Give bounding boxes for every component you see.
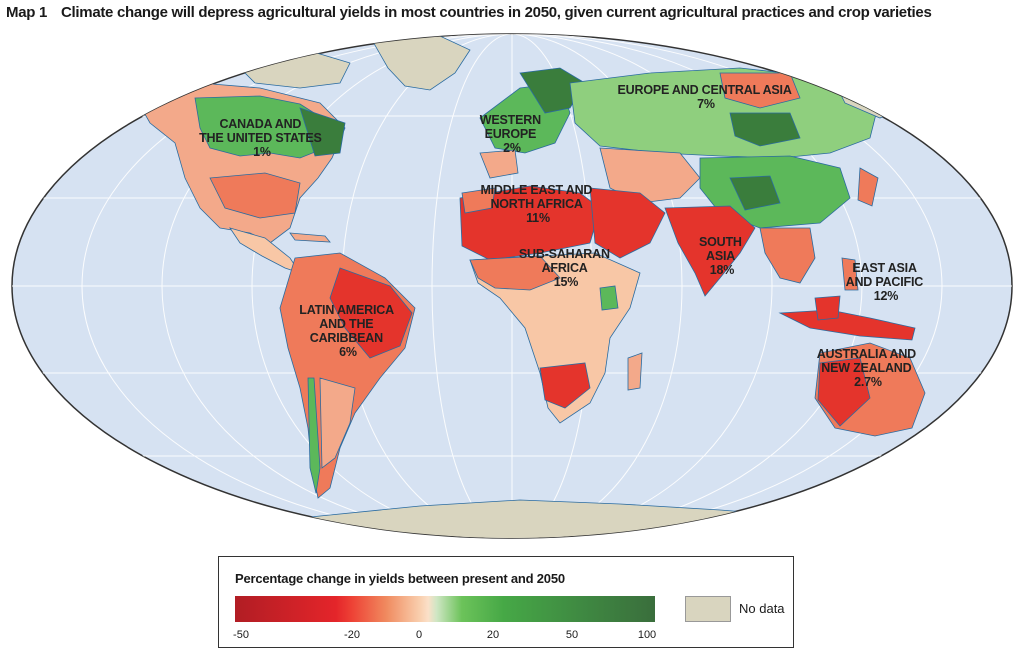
legend-tick-minus-20: -20	[344, 629, 360, 641]
north-africa	[459, 185, 601, 261]
russia-green-dark	[729, 112, 801, 147]
region-labels: CANADA AND THE UNITED STATES 1% WESTERN …	[199, 83, 927, 389]
madagascar	[627, 352, 643, 391]
map-title-text: Climate change will depress agricultural…	[61, 4, 932, 21]
morocco	[461, 187, 496, 214]
world-map: CANADA AND THE UNITED STATES 1% WESTERN …	[11, 33, 1013, 539]
caribbean	[289, 232, 331, 243]
central-asia	[599, 147, 701, 204]
south-asia	[664, 205, 756, 297]
canada-east	[299, 107, 346, 157]
borneo	[814, 295, 841, 321]
russia-red-north	[719, 72, 801, 109]
us-south-red	[209, 172, 301, 219]
no-data-swatch	[685, 596, 731, 622]
region-label-south-asia: SOUTH ASIA 18%	[699, 235, 745, 277]
iberia	[479, 149, 519, 179]
region-label-sub-saharan-africa: SUB-SAHARAN AFRICA 15%	[519, 247, 613, 289]
australia-red	[817, 357, 871, 427]
landmasses	[129, 35, 973, 538]
southeast-asia	[759, 227, 816, 284]
legend-title: Percentage change in yields between pres…	[235, 571, 565, 586]
region-label-east-asia-pacific: EAST ASIA AND PACIFIC 12%	[846, 261, 927, 303]
sub-saharan-africa	[469, 252, 641, 424]
greenland	[371, 35, 471, 91]
legend-tick-0: 0	[415, 629, 423, 641]
legend-color-scale	[235, 596, 655, 622]
japan	[857, 167, 879, 207]
region-label-australia-nz: AUSTRALIA AND NEW ZEALAND 2.7%	[817, 347, 920, 389]
legend: Percentage change in yields between pres…	[218, 556, 794, 648]
region-label-latin-america: LATIN AMERICA AND THE CARIBBEAN 6%	[299, 303, 396, 359]
argentina	[319, 377, 356, 469]
southern-africa-red	[539, 362, 591, 409]
russia	[569, 67, 881, 159]
west-africa-red	[469, 255, 561, 291]
legend-tick-minus-50: -50	[233, 629, 249, 641]
philippines	[841, 257, 859, 291]
chile-green	[307, 377, 321, 494]
legend-tick-50: 50	[565, 629, 579, 641]
region-label-middle-east: MIDDLE EAST AND NORTH AFRICA 11%	[480, 183, 595, 225]
china-dark	[729, 175, 781, 211]
east-africa-green	[599, 285, 619, 311]
map-title: Map 1 Climate change will depress agricul…	[6, 4, 932, 21]
region-label-western-europe: WESTERN EUROPE 2%	[480, 113, 544, 155]
map-number: Map 1	[6, 4, 48, 21]
no-data-label: No data	[739, 601, 785, 616]
legend-tick-20: 20	[486, 629, 500, 641]
region-label-north-america: CANADA AND THE UNITED STATES 1%	[199, 117, 325, 159]
brazil-red	[329, 267, 413, 359]
region-label-europe-central-asia: EUROPE AND CENTRAL ASIA 7%	[618, 83, 795, 111]
legend-tick-100: 100	[637, 629, 657, 641]
canada-green	[194, 95, 331, 159]
middle-east	[589, 187, 666, 259]
